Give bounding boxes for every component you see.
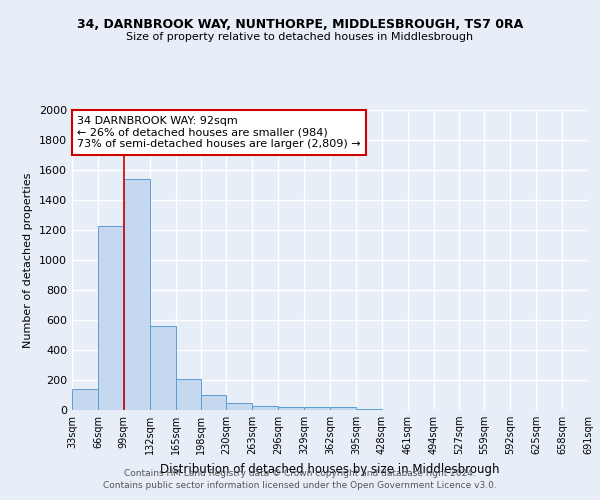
- Bar: [356, 409, 382, 410]
- Y-axis label: Number of detached properties: Number of detached properties: [23, 172, 34, 348]
- Bar: [304, 407, 330, 410]
- Bar: [330, 407, 356, 410]
- Bar: [72, 389, 98, 410]
- Bar: [278, 407, 304, 410]
- Bar: [98, 226, 124, 410]
- Text: Contains HM Land Registry data © Crown copyright and database right 2024.: Contains HM Land Registry data © Crown c…: [124, 468, 476, 477]
- Bar: [149, 326, 176, 410]
- X-axis label: Distribution of detached houses by size in Middlesbrough: Distribution of detached houses by size …: [160, 462, 500, 475]
- Text: Size of property relative to detached houses in Middlesbrough: Size of property relative to detached ho…: [127, 32, 473, 42]
- Text: 34 DARNBROOK WAY: 92sqm
← 26% of detached houses are smaller (984)
73% of semi-d: 34 DARNBROOK WAY: 92sqm ← 26% of detache…: [77, 116, 361, 149]
- Bar: [202, 395, 226, 410]
- Text: Contains public sector information licensed under the Open Government Licence v3: Contains public sector information licen…: [103, 481, 497, 490]
- Bar: [253, 406, 278, 410]
- Bar: [124, 179, 149, 410]
- Bar: [176, 378, 202, 410]
- Text: 34, DARNBROOK WAY, NUNTHORPE, MIDDLESBROUGH, TS7 0RA: 34, DARNBROOK WAY, NUNTHORPE, MIDDLESBRO…: [77, 18, 523, 30]
- Bar: [226, 402, 253, 410]
